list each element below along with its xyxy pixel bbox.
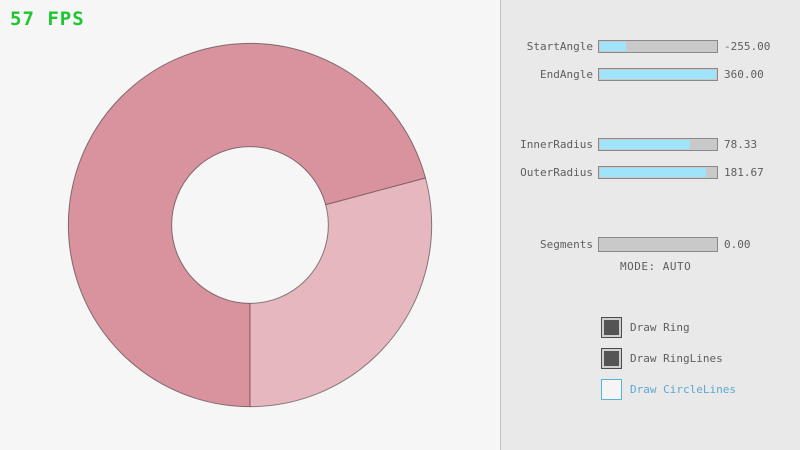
segments-label: Segments: [540, 238, 593, 251]
fps-counter: 57 FPS: [10, 8, 85, 30]
ring-radial-line-end: [325, 177, 426, 206]
segments-row: Segments 0.00: [501, 237, 800, 252]
end-angle-slider[interactable]: [598, 68, 718, 81]
start-angle-row: StartAngle -255.00: [501, 40, 800, 53]
inner-radius-slider[interactable]: [598, 138, 718, 151]
start-angle-value: -255.00: [724, 40, 771, 53]
checkbox-box: [601, 348, 622, 369]
slider-fill: [600, 140, 691, 149]
ring-outer-line: [67, 42, 433, 408]
start-angle-slider[interactable]: [598, 40, 718, 53]
outer-radius-slider[interactable]: [598, 166, 718, 179]
control-panel: StartAngle -255.00 EndAngle 360.00 Inner…: [500, 0, 800, 450]
checkbox-label: Draw Ring: [630, 321, 690, 334]
start-angle-label: StartAngle: [526, 40, 593, 53]
checkbox-draw-circlelines[interactable]: Draw CircleLines: [601, 379, 736, 400]
slider-fill: [600, 168, 706, 177]
checkbox-box: [601, 379, 622, 400]
segments-value: 0.00: [724, 238, 751, 251]
checkbox-label: Draw RingLines: [630, 352, 723, 365]
slider-fill: [600, 70, 716, 79]
checkbox-draw-ringlines[interactable]: Draw RingLines: [601, 348, 723, 369]
inner-radius-label: InnerRadius: [520, 138, 593, 151]
inner-radius-row: InnerRadius 78.33: [501, 138, 800, 151]
end-angle-row: EndAngle 360.00: [501, 68, 800, 81]
outer-radius-label: OuterRadius: [520, 166, 593, 179]
slider-fill: [600, 42, 626, 51]
segments-slider[interactable]: [598, 237, 718, 252]
ring-sector-dark: [68, 43, 426, 407]
outer-radius-row: OuterRadius 181.67: [501, 166, 800, 179]
mode-label: MODE: AUTO: [620, 260, 692, 273]
ring-inner-line: [171, 146, 329, 304]
checkbox-draw-ring[interactable]: Draw Ring: [601, 317, 690, 338]
outer-radius-value: 181.67: [724, 166, 764, 179]
end-angle-value: 360.00: [724, 68, 764, 81]
checkbox-box: [601, 317, 622, 338]
ring-sector-light: [250, 177, 432, 407]
end-angle-label: EndAngle: [540, 68, 593, 81]
checkbox-label: Draw CircleLines: [630, 383, 736, 396]
inner-radius-value: 78.33: [724, 138, 758, 151]
